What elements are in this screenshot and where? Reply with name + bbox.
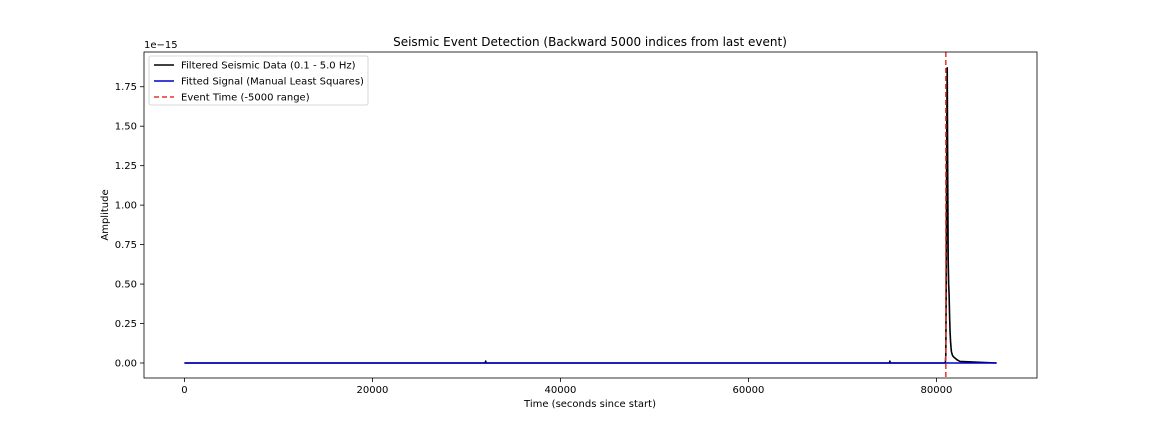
x-axis: 0 20000 40000 60000 80000 (181, 378, 952, 396)
y-tick-label: 1.50 (115, 122, 137, 133)
x-axis-label: Time (seconds since start) (523, 399, 656, 410)
legend-box (148, 55, 369, 106)
y-tick-label: 1.25 (115, 161, 137, 172)
y-tick-label: 0.00 (115, 359, 137, 370)
y-tick-label: 0.25 (115, 319, 137, 330)
y-tick-label: 1.75 (115, 82, 137, 93)
legend-entry-label: Fitted Signal (Manual Least Squares) (181, 77, 364, 88)
legend: Filtered Seismic Data (0.1 - 5.0 Hz) Fitt… (148, 55, 369, 106)
x-tick-label: 40000 (545, 385, 577, 396)
x-tick-label: 20000 (357, 385, 389, 396)
x-tick-label: 80000 (921, 385, 953, 396)
plot-area (143, 51, 1038, 379)
legend-entry-label: Event Time (-5000 range) (181, 93, 310, 104)
x-tick-label: 0 (181, 385, 187, 396)
chart-title: Seismic Event Detection (Backward 5000 i… (393, 35, 787, 49)
series-filtered-data-line (184, 66, 997, 364)
y-axis-label: Amplitude (100, 189, 111, 240)
legend-entry-label: Filtered Seismic Data (0.1 - 5.0 Hz) (181, 61, 356, 72)
x-tick-label: 60000 (733, 385, 765, 396)
y-tick-label: 1.00 (115, 201, 137, 212)
y-tick-label: 0.50 (115, 280, 137, 291)
y-axis: 0.00 0.25 0.50 0.75 1.00 1.25 1.50 1.75 (115, 82, 144, 370)
plot-frame (143, 51, 1038, 379)
y-offset-text: 1e−15 (144, 40, 178, 51)
y-tick-label: 0.75 (115, 240, 137, 251)
